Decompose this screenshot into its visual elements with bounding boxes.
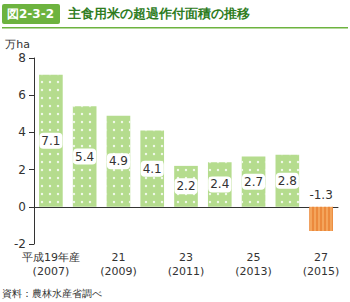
svg-text:2: 2: [18, 163, 26, 177]
svg-text:27: 27: [314, 251, 328, 264]
svg-text:-2: -2: [14, 237, 26, 251]
svg-text:7.1: 7.1: [41, 134, 60, 148]
svg-text:4: 4: [18, 125, 26, 139]
svg-text:8: 8: [18, 51, 26, 65]
svg-text:(2007): (2007): [33, 265, 70, 278]
svg-text:25: 25: [247, 251, 261, 264]
svg-text:21: 21: [111, 251, 125, 264]
svg-text:(2011): (2011): [168, 265, 205, 278]
svg-text:図2-3-2: 図2-3-2: [7, 7, 54, 21]
svg-text:(2009): (2009): [100, 265, 137, 278]
svg-text:2.7: 2.7: [244, 175, 263, 189]
svg-text:-1.3: -1.3: [309, 188, 332, 202]
svg-text:4.1: 4.1: [143, 162, 162, 176]
svg-text:資料：農林水産省調べ: 資料：農林水産省調べ: [2, 288, 102, 299]
svg-text:6: 6: [18, 88, 26, 102]
svg-text:23: 23: [179, 251, 193, 264]
svg-text:2.8: 2.8: [278, 174, 297, 188]
svg-text:0: 0: [18, 200, 26, 214]
svg-text:(2015): (2015): [303, 265, 340, 278]
svg-text:万ha: 万ha: [5, 38, 30, 51]
svg-text:2.4: 2.4: [210, 177, 229, 191]
svg-text:4.9: 4.9: [109, 154, 128, 168]
svg-text:5.4: 5.4: [75, 150, 94, 164]
svg-text:(2013): (2013): [235, 265, 272, 278]
svg-text:平成19年産: 平成19年産: [22, 251, 80, 264]
svg-text:2.2: 2.2: [176, 179, 195, 193]
svg-text:主食用米の超過作付面積の推移: 主食用米の超過作付面積の推移: [67, 6, 250, 21]
